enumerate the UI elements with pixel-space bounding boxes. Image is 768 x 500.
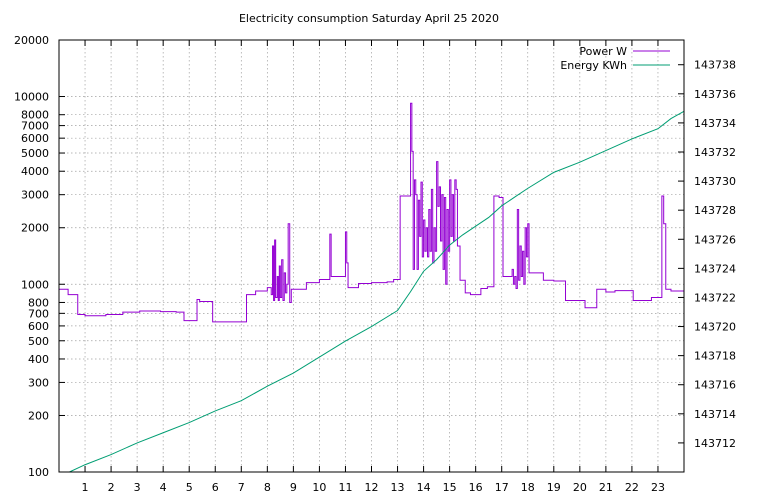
y-tick-label: 700	[28, 307, 49, 320]
y-tick-label: 100	[28, 466, 49, 479]
y-tick-label: 4000	[21, 165, 49, 178]
x-tick-label: 7	[238, 481, 245, 494]
x-tick-label: 17	[495, 481, 509, 494]
x-tick-label: 21	[599, 481, 613, 494]
y2-tick-label: 143726	[694, 233, 736, 246]
y2-tick-label: 143724	[694, 262, 736, 275]
x-tick-label: 20	[573, 481, 587, 494]
y-tick-label: 300	[28, 376, 49, 389]
y-tick-label: 3000	[21, 189, 49, 202]
x-tick-label: 3	[134, 481, 141, 494]
x-tick-label: 14	[417, 481, 431, 494]
y2-tick-label: 143716	[694, 379, 736, 392]
y2-tick-label: 143720	[694, 321, 736, 334]
y2-axis-tick-labels: 143712 143714 143716 143718 143720 143722 1437…	[694, 59, 736, 450]
y-tick-label: 600	[28, 320, 49, 333]
x-tick-label: 16	[469, 481, 483, 494]
series-layer	[59, 102, 684, 472]
y-tick-label: 8000	[21, 109, 49, 122]
legend-label-energy: Energy KWh	[560, 59, 627, 72]
x-tick-label: 4	[160, 481, 167, 494]
grid-lines	[59, 40, 684, 472]
x-tick-label: 23	[651, 481, 665, 494]
chart-title: Electricity consumption Saturday April 2…	[239, 12, 499, 25]
y-tick-label: 2000	[21, 222, 49, 235]
y-tick-label: 1000	[21, 278, 49, 291]
x-axis-tick-labels: 1 2 3 4 5 6 7 8 9 10 11 12 13 14 15 16 17 18 19 20 21 22 23	[82, 481, 665, 494]
legend-label-power: Power W	[579, 45, 627, 58]
x-tick-label: 19	[547, 481, 561, 494]
x-tick-label: 5	[186, 481, 193, 494]
y2-tick-label: 143732	[694, 146, 736, 159]
y-tick-label: 6000	[21, 132, 49, 145]
y2-tick-label: 143718	[694, 350, 736, 363]
x-tick-label: 11	[338, 481, 352, 494]
series-line-power	[59, 102, 684, 323]
series-line-energy	[69, 110, 684, 472]
x-tick-label: 10	[312, 481, 326, 494]
y-tick-label: 7000	[21, 120, 49, 133]
x-tick-label: 18	[521, 481, 535, 494]
y2-tick-label: 143728	[694, 204, 736, 217]
y2-tick-label: 143714	[694, 408, 736, 421]
x-tick-label: 15	[443, 481, 457, 494]
legend: Power W Energy KWh	[560, 45, 670, 72]
x-tick-label: 2	[108, 481, 115, 494]
y2-tick-label: 143734	[694, 117, 736, 130]
axis-ticks	[59, 39, 684, 473]
x-tick-label: 12	[365, 481, 379, 494]
y-tick-label: 200	[28, 409, 49, 422]
y-tick-label: 20000	[14, 34, 49, 47]
y-tick-label: 10000	[14, 91, 49, 104]
x-tick-label: 8	[264, 481, 271, 494]
y-tick-label: 5000	[21, 147, 49, 160]
y2-tick-label: 143730	[694, 175, 736, 188]
y2-tick-label: 143736	[694, 88, 736, 101]
y2-tick-label: 143738	[694, 59, 736, 72]
x-tick-label: 13	[391, 481, 405, 494]
x-tick-label: 6	[212, 481, 219, 494]
y-tick-label: 400	[28, 353, 49, 366]
y2-tick-label: 143722	[694, 291, 736, 304]
x-tick-label: 22	[625, 481, 639, 494]
x-tick-label: 1	[82, 481, 89, 494]
y-tick-label: 800	[28, 296, 49, 309]
y-tick-label: 500	[28, 335, 49, 348]
x-tick-label: 9	[290, 481, 297, 494]
y2-tick-label: 143712	[694, 437, 736, 450]
